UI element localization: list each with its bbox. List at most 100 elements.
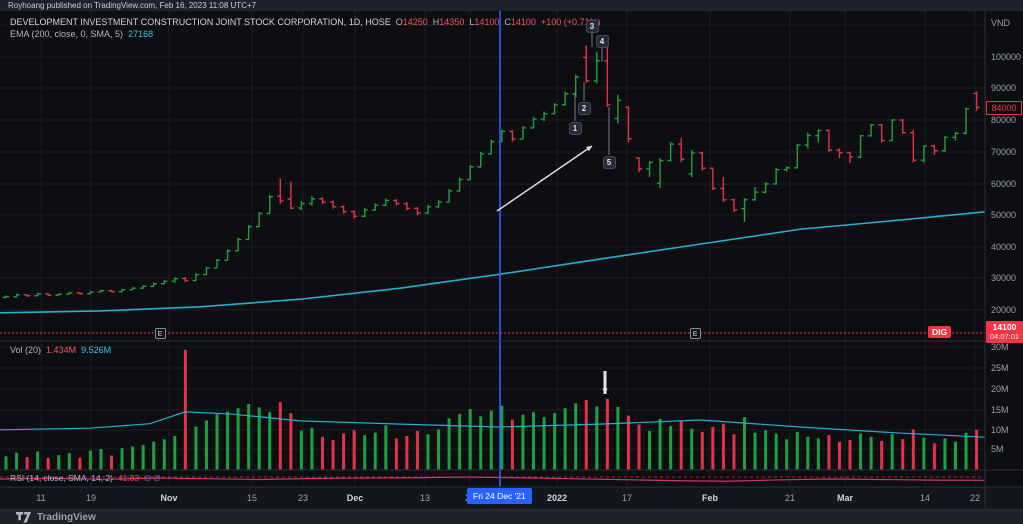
volume-bar (352, 430, 356, 470)
tradingview-brand-text[interactable]: TradingView (37, 511, 96, 523)
price-tick-label: 100000 (991, 52, 1021, 62)
tradingview-logo-icon[interactable] (16, 511, 31, 523)
ema-value: 27168 (128, 29, 154, 39)
symbol-legend-row[interactable]: DEVELOPMENT INVESTMENT CONSTRUCTION JOIN… (10, 17, 601, 27)
ohlc-bar (329, 200, 337, 209)
rsi-title: RSI (14, close, SMA, 14, 2) (10, 473, 113, 483)
volume-bar (25, 457, 29, 470)
volume-bar (806, 436, 810, 470)
rsi-value: 41.83 (117, 473, 139, 483)
volume-bar (658, 418, 662, 470)
volume-bar (331, 440, 335, 470)
volume-bar (131, 446, 135, 470)
volume-bar (595, 406, 599, 470)
high-label: H (432, 17, 440, 27)
close-value: 14100 (510, 17, 536, 27)
ohlc-bar (171, 277, 178, 283)
volume-bar (468, 409, 472, 470)
volume-bar (880, 440, 884, 470)
earnings-marker[interactable]: E (154, 327, 166, 339)
callout-number-box[interactable]: 1 (568, 121, 582, 135)
ohlc-bar (213, 259, 221, 269)
volume-bar (15, 452, 19, 470)
volume-bar (943, 438, 947, 470)
volume-bar (204, 420, 208, 470)
volume-bar (46, 457, 50, 470)
price-tick-label: 40000 (991, 242, 1016, 252)
volume-title: Vol (20) (10, 345, 42, 355)
volume-ma-value: 9.526M (81, 345, 112, 355)
gridlines (0, 11, 985, 487)
ohlc-bar (561, 91, 569, 106)
ohlc-bar (467, 164, 474, 181)
time-tick-label: 13 (420, 493, 430, 503)
ohlc-bar (825, 129, 833, 152)
time-tick-label: Dec (347, 493, 364, 503)
time-tick-label: 2022 (547, 493, 567, 503)
arrow-line[interactable] (496, 145, 593, 212)
ohlc-bar (97, 289, 105, 293)
last-close-axis-label: 84000 (986, 101, 1022, 115)
ohlc-bar (910, 129, 917, 163)
ohlc-bar (224, 249, 231, 261)
event-date-label[interactable]: Fri 24 Dec '21 (467, 488, 532, 504)
volume-bar (954, 441, 957, 470)
callout-number-box[interactable]: 4 (595, 34, 609, 48)
ohlc-bar (424, 204, 432, 215)
ohlc-bar (266, 194, 273, 215)
volume-bar (679, 421, 683, 470)
callout-number-box[interactable]: 5 (602, 155, 616, 169)
volume-bar (99, 449, 103, 470)
ohlc-bar (688, 150, 695, 178)
ohlc-bar (593, 51, 600, 84)
volume-bar (669, 426, 673, 470)
ohlc-bar (635, 157, 643, 172)
ohlc-bar (952, 132, 959, 141)
ohlc-bar (625, 106, 632, 143)
time-tick-label: Feb (702, 493, 719, 503)
volume-bar (426, 434, 430, 470)
volume-tick-label: 25M (991, 363, 1009, 373)
ohlc-bar (530, 117, 537, 129)
volume-bar (795, 431, 799, 470)
open-value: 14250 (402, 17, 428, 27)
drawing-arrows[interactable] (496, 145, 608, 394)
volume-bar (57, 455, 61, 470)
rsi-legend-row[interactable]: RSI (14, close, SMA, 14, 2) 41.83 ∅ ∅ (10, 473, 161, 484)
callout-number-box[interactable]: 3 (585, 19, 599, 33)
rsi-line[interactable] (0, 476, 985, 482)
ohlc-bar (794, 143, 801, 169)
ohlc-bar (245, 225, 252, 241)
volume-bar (732, 434, 736, 470)
callout-number-box[interactable]: 2 (577, 101, 591, 115)
volume-bar (521, 414, 525, 470)
volume-bar (648, 431, 652, 470)
volume-legend-row[interactable]: Vol (20) 1.434M 9.526M (10, 345, 111, 355)
time-tick-label: Mar (837, 493, 854, 503)
ohlc-bar (139, 285, 147, 289)
ohlc-bar (287, 181, 295, 210)
volume-bar (532, 412, 535, 470)
change-value: +100 (+0.71%) (540, 17, 601, 27)
volume-bar (447, 418, 451, 470)
volume-tick-label: 30M (991, 342, 1009, 352)
volume-tick-label: 10M (991, 425, 1009, 435)
ohlc-bar (382, 198, 389, 207)
ohlc-bar (741, 197, 748, 222)
ohlc-bar (234, 237, 242, 252)
price-bars (2, 45, 980, 299)
publish-info-bar: Royhoang published on TradingView.com, F… (0, 0, 1023, 11)
volume-bar (605, 398, 609, 470)
ohlc-bar (34, 292, 41, 297)
ohlc-bar (361, 208, 368, 218)
price-axis[interactable]: VND 100000 90000 80000 70000 60000 50000 40000 3… (991, 18, 1021, 454)
ema-legend-row[interactable]: EMA (200, close, 0, SMA, 5) 27168 (10, 29, 153, 39)
volume-bar (753, 432, 757, 470)
chart-canvas[interactable]: VND 100000 90000 80000 70000 60000 50000 40000 3… (0, 11, 1023, 509)
volume-bar (278, 402, 282, 470)
earnings-marker[interactable]: E (689, 327, 701, 339)
volume-bar (837, 441, 841, 470)
ohlc-bar (709, 167, 717, 190)
volume-bar (743, 417, 746, 470)
